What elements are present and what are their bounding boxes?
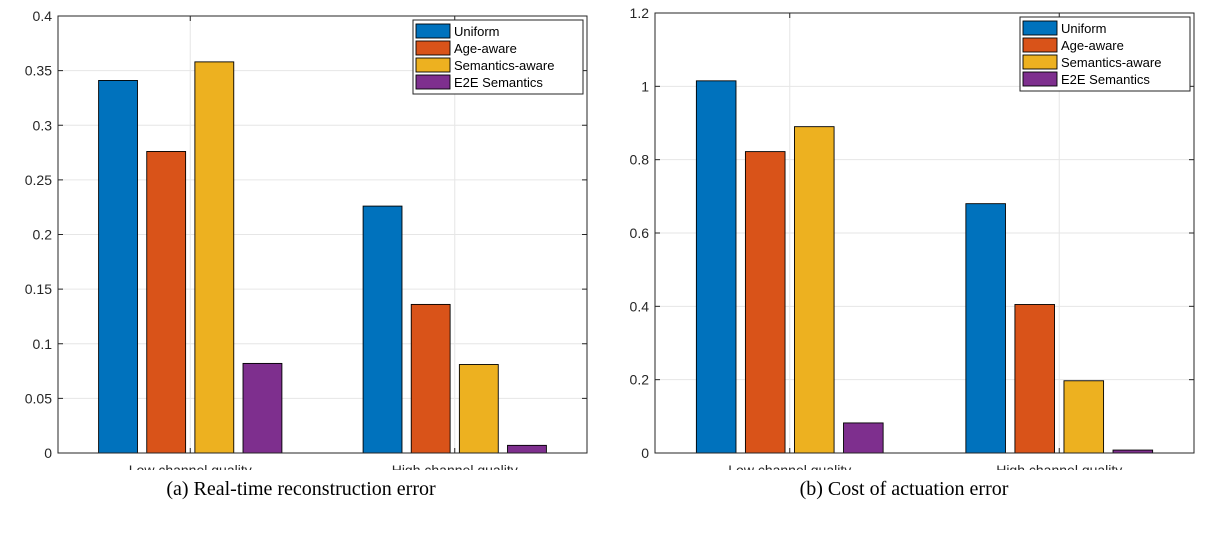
bar-e2e-semantics-low [242,362,283,454]
legend-swatch [1022,20,1058,36]
legend-swatch [1022,54,1058,70]
bar-semantics-aware-high [458,364,499,454]
legend: Uniform Age-aware Semantics-aware E2E Seman… [1019,16,1191,92]
y-tick-label: 0.05 [25,390,52,406]
chart-panel-a: 0 0.05 0.1 0.15 0.2 0.25 0.3 0.35 0.4 Low channel… [0,0,602,536]
legend-swatch [1022,71,1058,87]
legend-label: Uniform [1061,21,1107,36]
legend-label: Semantics-aware [1061,55,1161,70]
legend-swatch [1022,37,1058,53]
y-tick-label: 0.8 [630,152,650,168]
bar-uniform-low [695,80,737,454]
legend-label: Uniform [454,24,500,39]
x-tick-label: High channel quality [392,462,518,470]
bar-e2e-semantics-high [507,444,547,454]
x-tick-label: High channel quality [996,462,1122,470]
caption-b: (b) Cost of actuation error [799,478,1009,500]
y-tick-label: 0.1 [33,336,53,352]
y-tick-label: 0 [641,445,649,461]
y-tick-label: 0.35 [25,63,52,79]
bar-uniform-high [362,205,403,454]
chart-panel-b: 0 0.2 0.4 0.6 0.8 1 1.2 Low channel quality High… [603,0,1205,536]
bar-age-aware-low [146,151,187,454]
legend-label: Semantics-aware [454,58,554,73]
legend: Uniform Age-aware Semantics-aware E2E Seman… [412,19,584,95]
legend-label: Age-aware [454,41,517,56]
bar-semantics-aware-low [194,61,235,454]
y-tick-label: 0.4 [33,8,53,24]
legend-label: E2E Semantics [454,75,543,90]
legend-label: Age-aware [1061,38,1124,53]
y-tick-label: 0.2 [33,227,53,243]
y-tick-label: 0.6 [630,225,650,241]
legend-swatch [415,23,451,39]
chart-b-svg: 0 0.2 0.4 0.6 0.8 1 1.2 Low channel quality High… [630,5,1195,470]
chart-a-svg: 0 0.05 0.1 0.15 0.2 0.25 0.3 0.35 0.4 Low channel… [25,8,588,470]
bar-uniform-low [98,80,138,454]
y-tick-label: 0.25 [25,172,52,188]
x-tick-label: Low channel quality [728,462,851,470]
bar-semantics-aware-high [1063,380,1105,454]
legend-label: E2E Semantics [1061,72,1150,87]
y-tick-label: 1 [641,78,649,94]
legend-swatch [415,57,451,73]
y-tick-label: 1.2 [630,5,650,21]
y-tick-label: 0.4 [630,298,650,314]
y-tick-label: 0 [44,445,52,461]
bar-e2e-semantics-low [843,422,884,454]
x-tick-label: Low channel quality [129,462,252,470]
bar-uniform-high [965,203,1006,454]
caption-a: (a) Real-time reconstruction error [166,478,436,500]
y-tick-label: 0.3 [33,117,53,133]
bar-semantics-aware-low [794,126,835,454]
bar-age-aware-high [410,303,451,454]
bar-age-aware-high [1014,304,1055,454]
legend-swatch [415,40,451,56]
bar-age-aware-low [744,151,786,454]
legend-swatch [415,74,451,90]
y-tick-label: 0.2 [630,372,650,388]
y-tick-label: 0.15 [25,281,52,297]
